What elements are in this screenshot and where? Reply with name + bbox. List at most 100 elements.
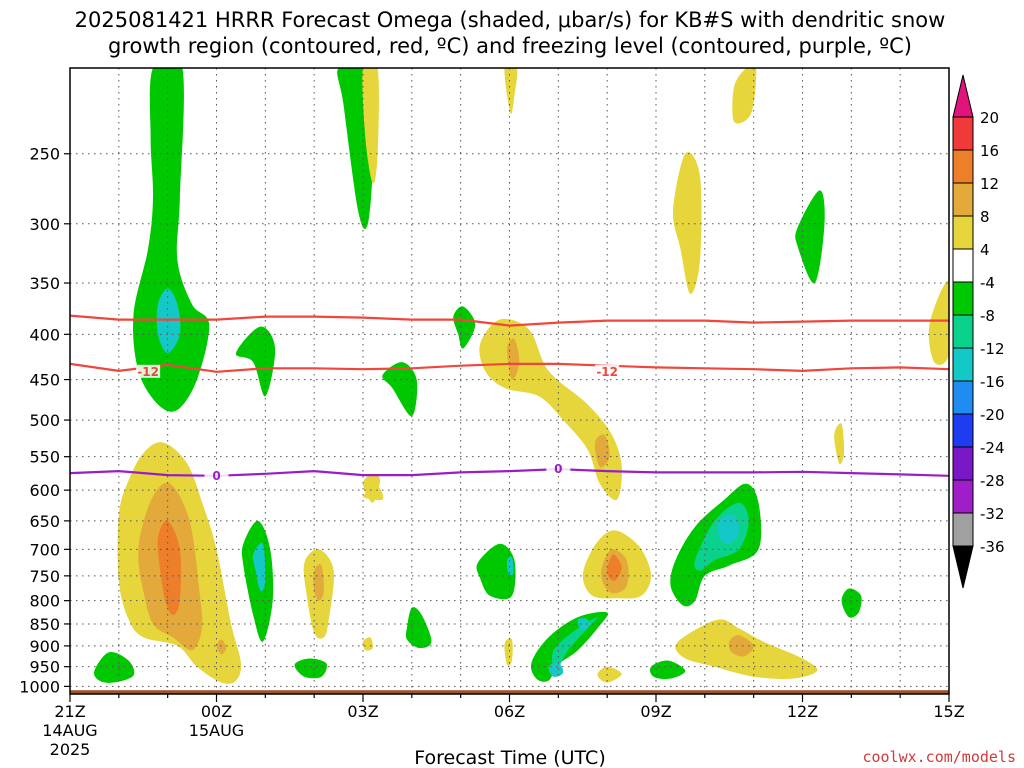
- chart-title-line2: growth region (contoured, red, ºC) and f…: [108, 34, 912, 58]
- colorbar-top-arrow: [952, 74, 974, 118]
- omega-region-22: [577, 618, 589, 630]
- y-tick-label-700: 700: [29, 540, 60, 559]
- contour-label-1-2: -12: [596, 365, 618, 379]
- omega-region-25: [504, 68, 518, 115]
- x-tick-label-03Z: 03Z: [347, 702, 378, 721]
- y-tick-label-750: 750: [29, 567, 60, 586]
- omega-region-20: [551, 617, 598, 671]
- omega-region-23: [649, 660, 686, 680]
- omega-region-36: [157, 520, 182, 615]
- y-tick-label-950: 950: [29, 658, 60, 677]
- colorbar-segment-8: [952, 347, 974, 382]
- y-tick-label-900: 900: [29, 637, 60, 656]
- omega-region-29: [834, 423, 845, 465]
- omega-region-11: [506, 556, 514, 576]
- omega-region-5: [382, 362, 418, 417]
- omega-region-6: [453, 306, 476, 349]
- y-tick-label-1000: 1000: [19, 677, 60, 696]
- omega-region-48: [504, 638, 513, 666]
- colorbar-label-10: -20: [980, 406, 1005, 424]
- omega-region-32: [594, 434, 610, 468]
- colorbar-label-3: 12: [980, 175, 999, 193]
- omega-region-27: [673, 152, 702, 294]
- omega-region-16: [93, 652, 135, 683]
- contour-label-bg: [595, 364, 620, 378]
- colorbar-segment-3: [952, 182, 974, 217]
- y-tick-label-850: 850: [29, 615, 60, 634]
- omega-shading: [93, 68, 949, 684]
- colorbar-segment-4: [952, 215, 974, 250]
- colorbar-segment-9: [952, 380, 974, 415]
- colorbar-segment-10: [952, 413, 974, 448]
- colorbar-segment-12: [952, 479, 974, 514]
- colorbar-bottom-arrow: [952, 545, 974, 589]
- omega-region-39: [313, 564, 324, 601]
- omega-region-26: [732, 68, 757, 124]
- x-tick-date-00Z: 15AUG: [189, 721, 244, 740]
- y-tick-label-650: 650: [29, 512, 60, 531]
- contour-label-bg: [204, 468, 229, 482]
- x-tick-label-09Z: 09Z: [640, 702, 671, 721]
- colorbar-segment-5: [952, 248, 974, 283]
- omega-region-47: [362, 486, 384, 501]
- colorbar-label-2: 16: [980, 142, 999, 160]
- y-tick-label-600: 600: [29, 481, 60, 500]
- colorbar: 20 16 12 8 4 -4 -8 -12 -16 -20 -24 -28 -32 -36: [952, 74, 1005, 589]
- gridlines: [70, 68, 949, 694]
- colorbar-label-6: -4: [980, 274, 995, 292]
- colorbar-segment-7: [952, 314, 974, 349]
- y-tick-label-450: 450: [29, 371, 60, 390]
- omega-region-44: [728, 635, 754, 657]
- contour-label-3-1: 0: [212, 469, 220, 483]
- y-tick-label-800: 800: [29, 592, 60, 611]
- omega-region-37: [216, 639, 227, 655]
- x-tick-date-21Z: 14AUG: [42, 721, 97, 740]
- omega-region-28: [928, 280, 949, 365]
- colorbar-label-11: -24: [980, 439, 1005, 457]
- omega-region-21: [548, 662, 564, 677]
- colorbar-label-4: 8: [980, 208, 990, 226]
- y-tick-label-500: 500: [29, 411, 60, 430]
- x-tick-label-12Z: 12Z: [787, 702, 818, 721]
- x-tick-label-21Z: 21Z: [54, 702, 85, 721]
- x-tick-label-15Z: 15Z: [933, 702, 964, 721]
- y-tick-label-250: 250: [29, 145, 60, 164]
- y-tick-label-550: 550: [29, 448, 60, 467]
- colorbar-segment-1: [952, 116, 974, 151]
- colorbar-segment-6: [952, 281, 974, 316]
- credit-link[interactable]: coolwx.com/models: [862, 748, 1016, 766]
- omega-region-2: [156, 288, 181, 354]
- colorbar-label-14: -36: [980, 538, 1005, 556]
- contour-label-1-1: -12: [137, 365, 159, 379]
- colorbar-segment-11: [952, 446, 974, 481]
- colorbar-label-5: 4: [980, 241, 990, 259]
- contour-label-3-2: 0: [554, 462, 562, 476]
- omega-region-1: [133, 68, 210, 412]
- colorbar-label-1: 20: [980, 109, 999, 127]
- omega-region-24: [362, 68, 379, 184]
- omega-region-42: [607, 554, 622, 582]
- omega-region-8: [241, 520, 274, 642]
- colorbar-label-8: -12: [980, 340, 1005, 358]
- y-tick-label-400: 400: [29, 325, 60, 344]
- contour-line-1: [70, 362, 949, 373]
- colorbar-label-7: -8: [980, 307, 995, 325]
- x-tick-label-00Z: 00Z: [201, 702, 232, 721]
- omega-region-9: [252, 542, 266, 592]
- omega-region-18: [405, 607, 432, 649]
- x-tick-label-06Z: 06Z: [494, 702, 525, 721]
- temperature-contours: -12 -12 0 0: [70, 314, 949, 483]
- contour-line-2: [70, 314, 949, 327]
- colorbar-segment-2: [952, 149, 974, 184]
- y-axis: 250 300 350 400 450 500 550 600 650 700 750 800 850 9…: [19, 145, 70, 696]
- y-tick-label-300: 300: [29, 215, 60, 234]
- contour-label-bg: [136, 364, 161, 378]
- colorbar-label-9: -16: [980, 373, 1005, 391]
- omega-region-45: [597, 666, 622, 683]
- omega-region-10: [476, 543, 516, 600]
- x-axis-label: Forecast Time (UTC): [414, 747, 605, 768]
- colorbar-label-12: -28: [980, 472, 1005, 490]
- ground-surface: [70, 690, 949, 694]
